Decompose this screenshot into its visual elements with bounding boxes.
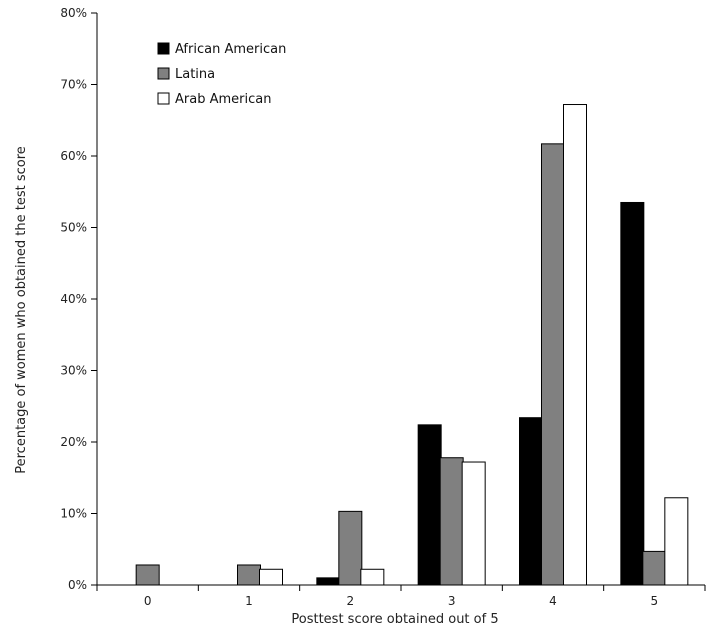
- legend: African American Latina Arab American: [157, 42, 286, 107]
- y-tick-label: 80%: [60, 6, 87, 20]
- x-tick-label: 5: [651, 594, 659, 608]
- y-tick-label: 70%: [60, 78, 87, 92]
- legend-swatch-african-american: [157, 42, 170, 55]
- x-axis: 0 1 2 3 4 5: [96, 584, 706, 608]
- bar-latina-score-0: [135, 564, 160, 586]
- y-tick-label: 10%: [60, 507, 87, 521]
- bar-latina-score-4: [541, 143, 565, 586]
- bars: [135, 104, 689, 586]
- x-axis-title: Posttest score obtained out of 5: [291, 612, 498, 627]
- y-tick-label: 40%: [60, 292, 87, 306]
- x-tick-label: 3: [448, 594, 456, 608]
- legend-label-arab-american: Arab American: [175, 92, 271, 107]
- y-tick-label: 60%: [60, 149, 87, 163]
- bar-arab-american-score-4: [563, 104, 587, 586]
- x-tick-label: 4: [549, 594, 557, 608]
- legend-label-african-american: African American: [175, 42, 286, 57]
- y-tick-label: 20%: [60, 435, 87, 449]
- bar-arab-american-score-5: [664, 497, 689, 586]
- bar-african-american-score-5: [620, 201, 645, 586]
- x-tick-label: 2: [347, 594, 355, 608]
- bar-arab-american-score-3: [461, 461, 486, 586]
- bar-african-american-score-3: [417, 424, 442, 586]
- legend-label-latina: Latina: [175, 67, 215, 82]
- bar-arab-american-score-2: [360, 568, 385, 586]
- bar-latina-score-5: [642, 550, 667, 586]
- bar-latina-score-2: [338, 510, 363, 586]
- y-tick-label: 30%: [60, 364, 87, 378]
- bar-african-american-score-2: [316, 577, 341, 586]
- bar-latina-score-3: [439, 457, 464, 586]
- y-tick-label: 0%: [68, 578, 87, 592]
- legend-swatch-arab-american: [157, 92, 170, 105]
- y-axis: 0% 10% 20% 30% 40% 50% 60% 70% 80%: [60, 6, 98, 592]
- bar-african-american-score-4: [519, 417, 543, 586]
- bar-latina-score-1: [237, 564, 261, 586]
- legend-swatch-latina: [157, 67, 170, 80]
- x-tick-label: 0: [144, 594, 152, 608]
- y-axis-title: Percentage of women who obtained the tes…: [14, 146, 29, 474]
- bar-arab-american-score-1: [259, 568, 283, 586]
- y-tick-label: 50%: [60, 221, 87, 235]
- x-tick-label: 1: [245, 594, 253, 608]
